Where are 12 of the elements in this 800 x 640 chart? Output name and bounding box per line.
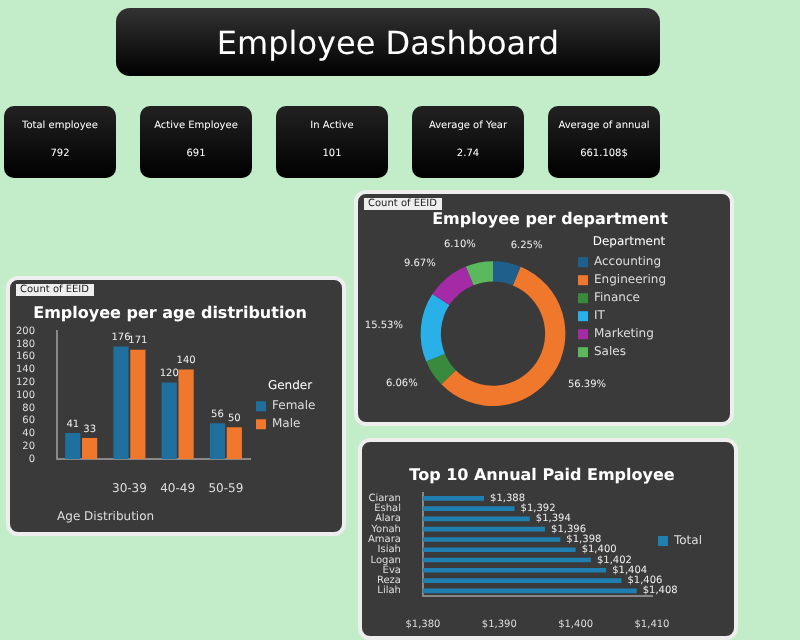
bar bbox=[209, 423, 226, 460]
bar bbox=[161, 382, 177, 460]
bar bbox=[65, 432, 81, 460]
chart-title: Employee per age distribution bbox=[33, 303, 308, 322]
bar bbox=[82, 438, 98, 460]
bar bbox=[130, 349, 146, 460]
bar bbox=[113, 346, 129, 460]
bar bbox=[226, 427, 242, 460]
bar bbox=[178, 369, 194, 460]
chart-title: Employee per department bbox=[432, 209, 669, 228]
text: Employee Dashboard bbox=[116, 8, 660, 76]
chart-title: Top 10 Annual Paid Employee bbox=[409, 465, 676, 484]
